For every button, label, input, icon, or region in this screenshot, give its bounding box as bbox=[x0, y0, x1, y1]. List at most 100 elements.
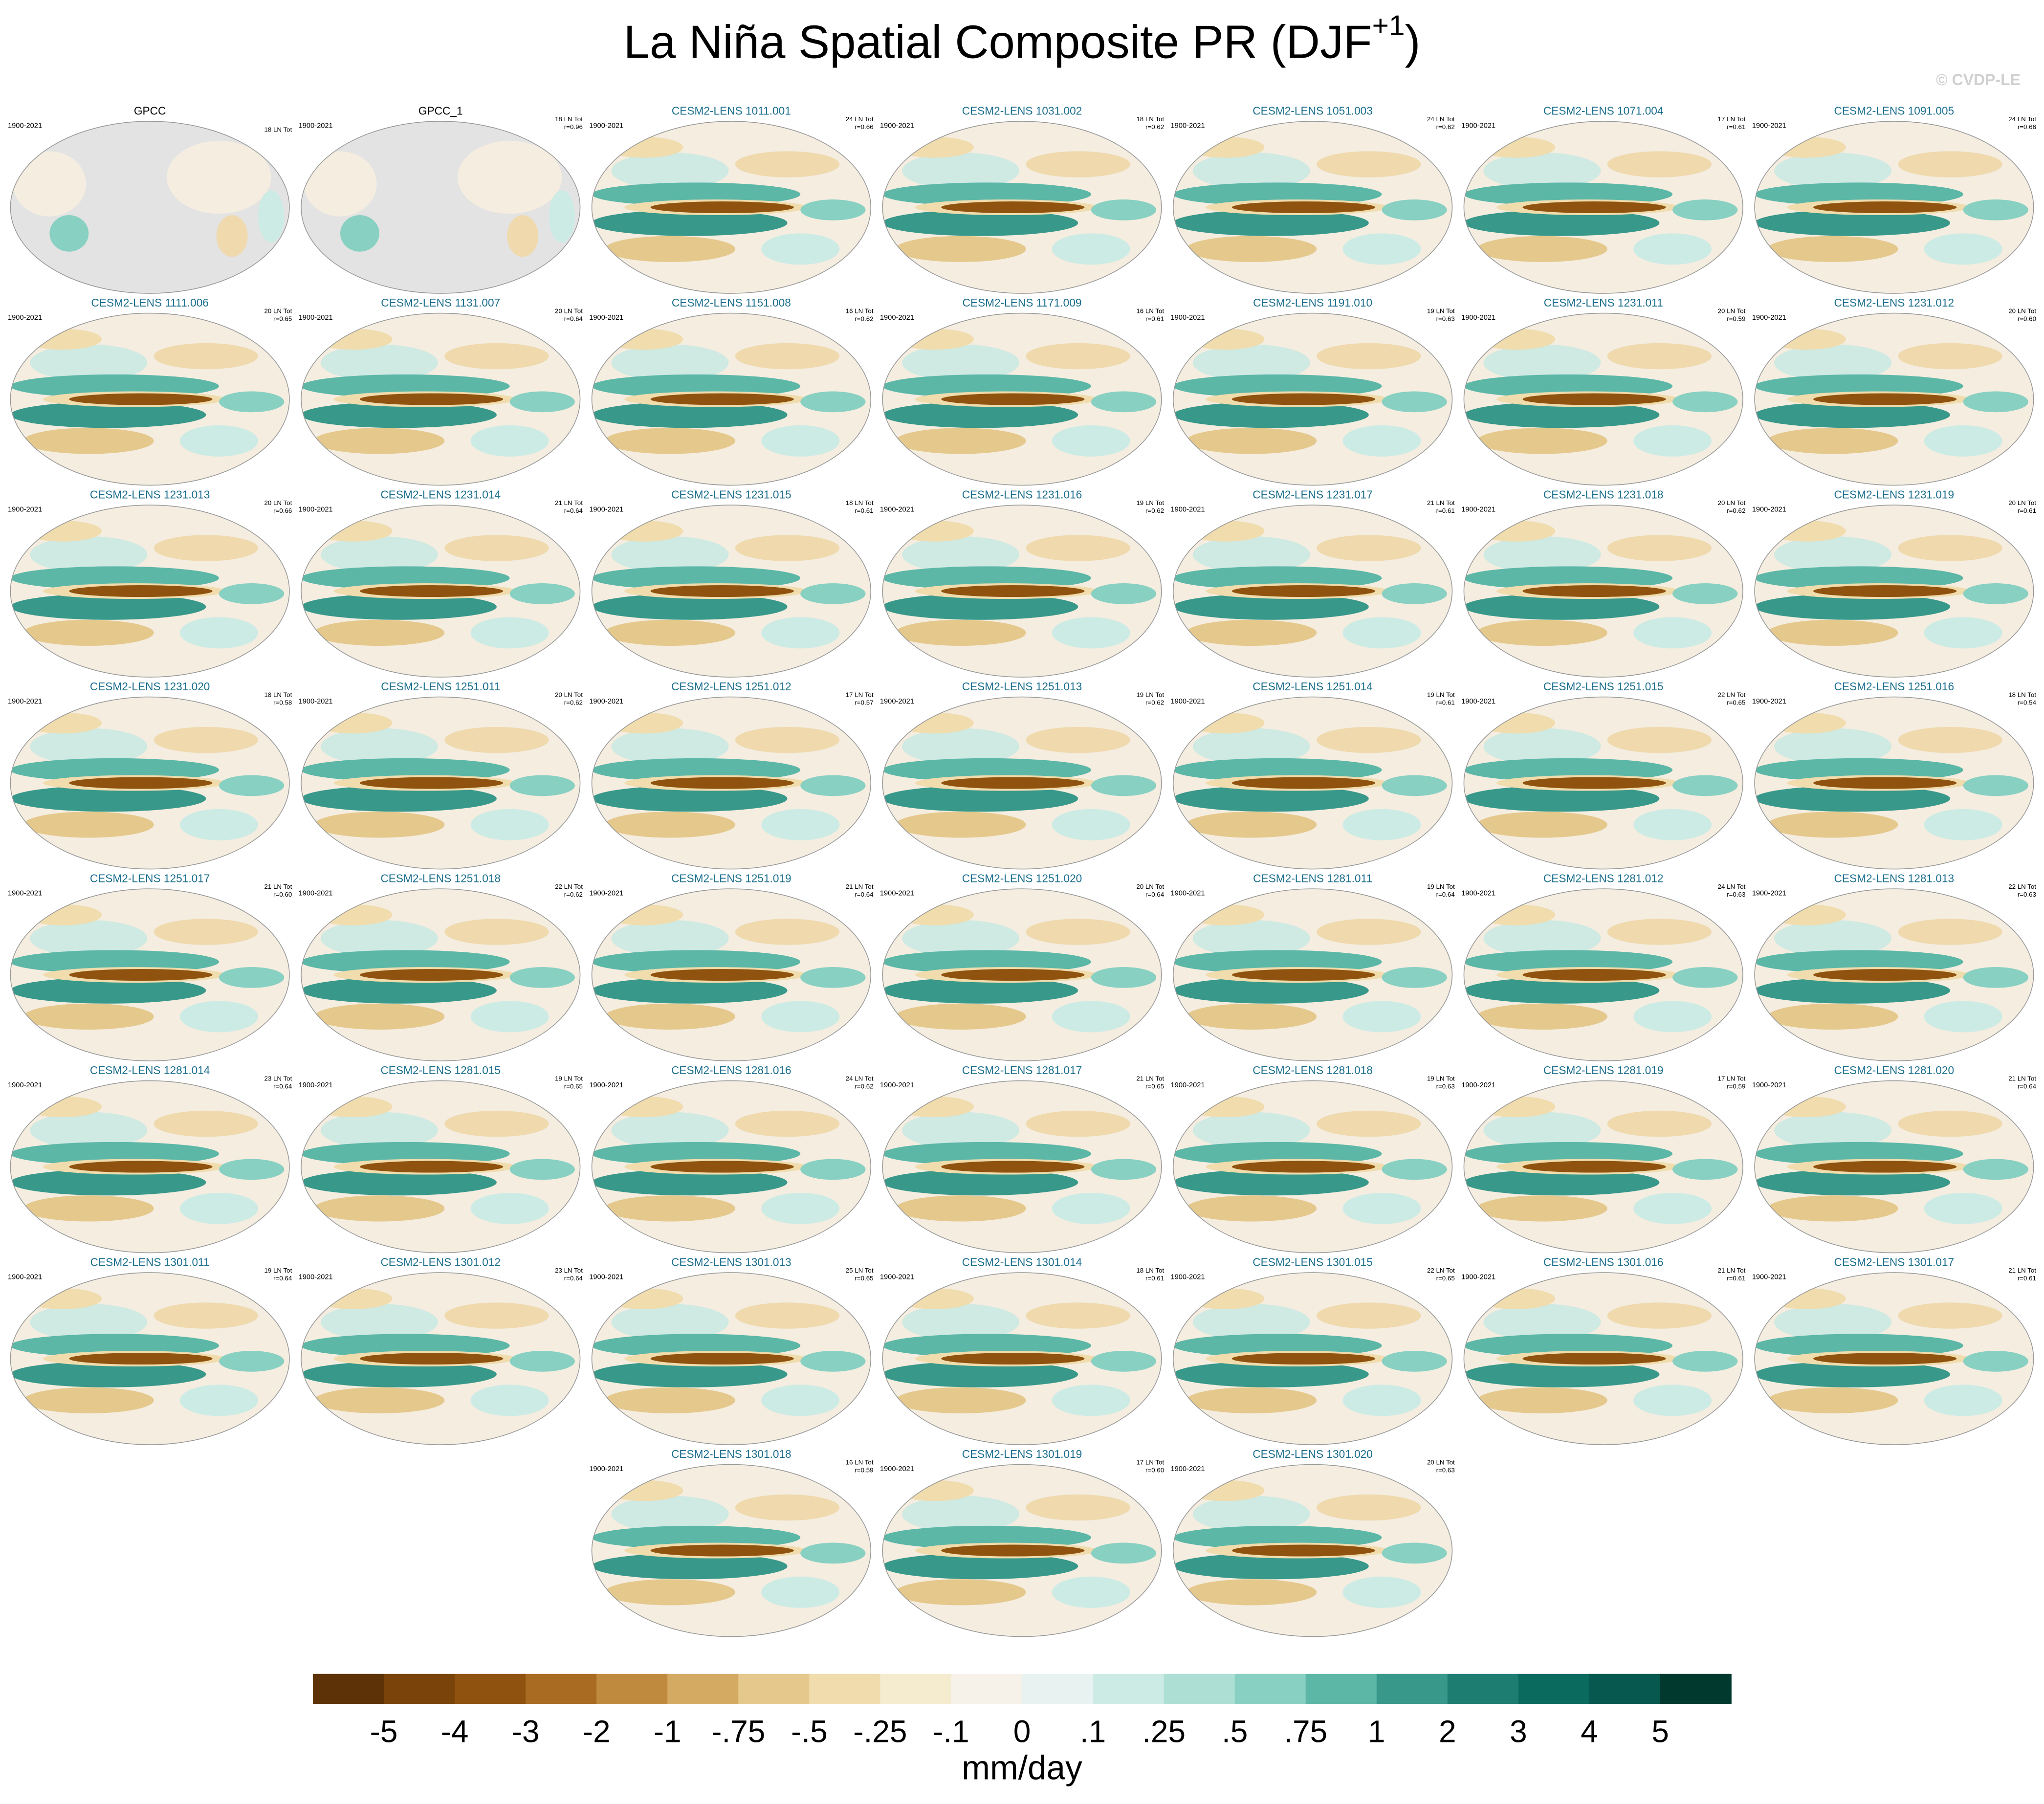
map bbox=[1173, 503, 1452, 680]
panel-count: 17 LN Tot bbox=[1136, 1459, 1164, 1466]
panel: CESM2-LENS 1301.014 1900-2021 18 LN Totr=0… bbox=[880, 1256, 1164, 1448]
panel-correlation: r=0.64 bbox=[273, 1083, 292, 1090]
panel-count: 20 LN Tot bbox=[555, 308, 583, 315]
panel-correlation: r=0.60 bbox=[1145, 1467, 1164, 1474]
colorbar-box bbox=[1234, 1673, 1306, 1704]
panel-title: CESM2-LENS 1091.005 bbox=[1834, 105, 1955, 117]
panel-title: CESM2-LENS 1281.011 bbox=[1253, 872, 1372, 885]
panel-count: 18 LN Tot bbox=[264, 126, 292, 133]
colorbar-box bbox=[596, 1673, 668, 1704]
panel-title: CESM2-LENS 1301.017 bbox=[1834, 1256, 1955, 1269]
map bbox=[10, 119, 289, 296]
panel-period: 1900-2021 bbox=[1752, 889, 1786, 897]
panel-period: 1900-2021 bbox=[8, 506, 42, 513]
panel-title: CESM2-LENS 1231.016 bbox=[962, 488, 1082, 501]
panel-period: 1900-2021 bbox=[589, 122, 623, 130]
panel-period: 1900-2021 bbox=[1461, 122, 1495, 130]
panel: CESM2-LENS 1151.008 1900-2021 16 LN Totr=0… bbox=[589, 296, 874, 488]
panel-title: CESM2-LENS 1231.013 bbox=[90, 488, 210, 501]
panel-count: 24 LN Tot bbox=[846, 115, 874, 123]
panel-title: CESM2-LENS 1281.018 bbox=[1253, 1064, 1373, 1077]
panel: CESM2-LENS 1251.015 1900-2021 22 LN Totr=0… bbox=[1461, 680, 1746, 872]
colorbar-box bbox=[1660, 1673, 1732, 1704]
panel-period: 1900-2021 bbox=[1170, 122, 1205, 130]
colorbar-label: -.25 bbox=[853, 1714, 907, 1749]
panel-title: CESM2-LENS 1251.014 bbox=[1253, 680, 1373, 693]
panel-count: 18 LN Tot bbox=[1136, 115, 1164, 123]
panel-title: CESM2-LENS 1051.003 bbox=[1253, 105, 1373, 117]
panel-correlation: r=0.60 bbox=[2018, 315, 2036, 323]
panel-title: CESM2-LENS 1301.014 bbox=[962, 1256, 1082, 1269]
map bbox=[882, 119, 1162, 296]
panel: CESM2-LENS 1281.014 1900-2021 23 LN Totr=0… bbox=[8, 1064, 292, 1255]
colorbar-label: -2 bbox=[583, 1714, 611, 1749]
panel-correlation: r=0.62 bbox=[1436, 123, 1455, 131]
panel-count: 19 LN Tot bbox=[1427, 308, 1455, 315]
map bbox=[1755, 503, 2034, 680]
colorbar-box bbox=[667, 1673, 739, 1704]
map bbox=[1755, 886, 2034, 1064]
panel-count: 19 LN Tot bbox=[264, 1267, 292, 1274]
panel-correlation: r=0.66 bbox=[273, 507, 292, 514]
panel-title: CESM2-LENS 1251.015 bbox=[1543, 680, 1664, 693]
panel-period: 1900-2021 bbox=[880, 122, 914, 130]
panel-period: 1900-2021 bbox=[8, 1273, 42, 1281]
panel-count: 20 LN Tot bbox=[264, 308, 292, 315]
panel-title: CESM2-LENS 1231.020 bbox=[90, 680, 210, 693]
panel-correlation: r=0.63 bbox=[1436, 1467, 1455, 1474]
colorbar-box bbox=[1022, 1673, 1094, 1704]
panel: CESM2-LENS 1281.015 1900-2021 19 LN Totr=0… bbox=[299, 1064, 583, 1255]
panel-period: 1900-2021 bbox=[1170, 1465, 1205, 1473]
panel-period: 1900-2021 bbox=[1752, 506, 1786, 513]
map bbox=[592, 1078, 871, 1255]
panel: CESM2-LENS 1231.012 1900-2021 20 LN Totr=0… bbox=[1752, 296, 2036, 488]
panel-period: 1900-2021 bbox=[880, 1081, 914, 1089]
panel-correlation: r=0.61 bbox=[1727, 1275, 1745, 1282]
colorbar-box bbox=[1305, 1673, 1377, 1704]
map bbox=[10, 310, 289, 488]
panel: CESM2-LENS 1281.013 1900-2021 22 LN Totr=0… bbox=[1752, 872, 2036, 1064]
panel-correlation: r=0.59 bbox=[855, 1467, 873, 1474]
panel-title: CESM2-LENS 1281.017 bbox=[962, 1064, 1082, 1077]
panel-period: 1900-2021 bbox=[299, 122, 333, 130]
panel-title: GPCC_1 bbox=[418, 105, 463, 117]
panel-title: CESM2-LENS 1251.011 bbox=[381, 680, 500, 693]
panel-title: CESM2-LENS 1251.013 bbox=[962, 680, 1082, 693]
map bbox=[1464, 503, 1743, 680]
map bbox=[592, 1462, 871, 1639]
panel-period: 1900-2021 bbox=[299, 889, 333, 897]
panel-period: 1900-2021 bbox=[1461, 506, 1495, 513]
panel-count: 21 LN Tot bbox=[1136, 1075, 1164, 1082]
map bbox=[301, 886, 580, 1064]
panel: CESM2-LENS 1231.020 1900-2021 18 LN Totr=0… bbox=[8, 680, 292, 872]
map bbox=[592, 886, 871, 1064]
panel-count: 23 LN Tot bbox=[264, 1075, 292, 1082]
panel: CESM2-LENS 1281.017 1900-2021 21 LN Totr=0… bbox=[880, 1064, 1164, 1255]
title-superscript: +1 bbox=[1372, 10, 1405, 42]
panel-count: 18 LN Tot bbox=[2008, 691, 2036, 699]
panel: CESM2-LENS 1251.011 1900-2021 20 LN Totr=0… bbox=[299, 680, 583, 872]
panel: CESM2-LENS 1251.020 1900-2021 20 LN Totr=0… bbox=[880, 872, 1165, 1064]
map bbox=[1173, 310, 1452, 488]
panel-period: 1900-2021 bbox=[1461, 1273, 1495, 1281]
panel: CESM2-LENS 1231.017 1900-2021 21 LN Totr=0… bbox=[1170, 488, 1455, 680]
panel-correlation: r=0.62 bbox=[1145, 123, 1164, 131]
map bbox=[882, 1078, 1162, 1255]
panel-count: 22 LN Tot bbox=[555, 883, 583, 890]
panel: CESM2-LENS 1031.002 1900-2021 18 LN Totr=0… bbox=[880, 105, 1164, 296]
colorbar-label: 1 bbox=[1368, 1714, 1385, 1749]
figure-title: La Niña Spatial Composite PR (DJF+1) bbox=[624, 10, 1421, 68]
colorbar-label: -.75 bbox=[711, 1714, 765, 1749]
panel-title: CESM2-LENS 1301.015 bbox=[1253, 1256, 1373, 1269]
panel-count: 20 LN Tot bbox=[555, 691, 583, 699]
panel-count: 18 LN Tot bbox=[264, 691, 292, 699]
panel-period: 1900-2021 bbox=[1170, 889, 1205, 897]
watermark: © CVDP-LE bbox=[1936, 71, 2021, 88]
map bbox=[1755, 119, 2034, 296]
colorbar-label: .5 bbox=[1222, 1714, 1248, 1749]
panel: CESM2-LENS 1281.018 1900-2021 19 LN Totr=0… bbox=[1170, 1064, 1455, 1255]
panel-title: CESM2-LENS 1151.008 bbox=[672, 296, 791, 309]
colorbar-box bbox=[1447, 1673, 1519, 1704]
map bbox=[1464, 886, 1743, 1064]
panel-period: 1900-2021 bbox=[589, 1465, 623, 1473]
